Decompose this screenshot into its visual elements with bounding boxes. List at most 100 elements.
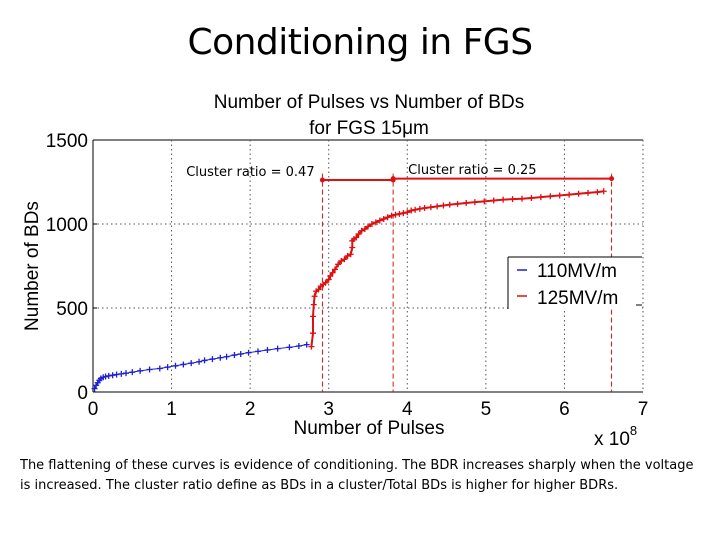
data-point (146, 366, 153, 373)
x-tick-label: 0 (88, 399, 99, 420)
data-point (404, 209, 411, 216)
data-point (412, 206, 419, 213)
data-point (274, 345, 281, 352)
data-point (201, 357, 208, 364)
x-tick-label: 3 (323, 399, 334, 420)
data-point (137, 367, 144, 374)
data-point (105, 372, 112, 379)
data-point (308, 343, 315, 350)
data-point (575, 190, 582, 197)
legend: 110MV/m 125MV/m (507, 256, 642, 309)
data-point (585, 189, 591, 196)
cluster-ratio-label: Cluster ratio = 0.25 (408, 163, 536, 178)
data-point (500, 196, 507, 203)
x-tick-label: 6 (559, 399, 570, 420)
data-point (519, 195, 525, 202)
cluster-annotations: Cluster ratio = 0.47 Cluster ratio = 0.25 (186, 163, 615, 183)
data-point (156, 365, 163, 372)
data-point (332, 266, 338, 273)
data-point (361, 226, 368, 233)
y-tick-label: 1000 (46, 215, 88, 236)
data-point (446, 201, 453, 208)
data-point (338, 257, 345, 264)
data-point (255, 348, 261, 355)
slide-title: Conditioning in FGS (187, 22, 533, 63)
data-point (109, 372, 116, 379)
data-point (217, 354, 224, 361)
data-point (471, 199, 478, 206)
x-tick-label: 1 (166, 399, 177, 420)
data-point (264, 347, 271, 353)
y-axis-label: Number of BDs (22, 201, 43, 331)
data-point (408, 207, 415, 214)
data-point (129, 369, 136, 376)
x-tick-labels: 0 1 2 3 4 5 6 7 (88, 399, 649, 420)
series-110mvm (91, 341, 310, 392)
data-point (547, 193, 554, 200)
data-point (400, 210, 407, 217)
data-point (196, 358, 203, 365)
legend-box (508, 257, 642, 309)
y-tick-label: 500 (56, 299, 88, 320)
data-point (463, 200, 470, 206)
data-point (372, 219, 379, 226)
data-point (427, 204, 434, 211)
x-tick-label: 5 (481, 399, 492, 420)
data-point (237, 351, 244, 358)
y-tick-label: 0 (77, 383, 88, 404)
cluster-span-start (390, 176, 396, 182)
data-point (416, 205, 423, 212)
data-point (113, 371, 120, 378)
series-125mvm (308, 188, 607, 350)
data-point (349, 244, 356, 251)
data-point (310, 301, 317, 308)
data-point (358, 227, 365, 234)
data-point (102, 373, 109, 380)
cluster-span-end (609, 176, 615, 182)
data-point (286, 344, 293, 351)
data-point (188, 360, 195, 367)
data-point (315, 286, 322, 293)
data-point (365, 223, 371, 230)
data-point (310, 313, 316, 320)
data-point (388, 212, 395, 219)
data-point (295, 342, 302, 349)
data-point (594, 189, 601, 196)
x-tick-label: 4 (402, 399, 413, 420)
data-point (245, 349, 252, 356)
data-point (223, 353, 230, 360)
data-point (368, 221, 375, 227)
y-tick-labels: 0 500 1000 1500 (46, 131, 97, 404)
data-point (384, 214, 391, 221)
data-point (434, 203, 441, 210)
cluster-boundary-lines (321, 173, 613, 392)
data-point (311, 293, 318, 300)
data-point (376, 217, 383, 224)
data-point (600, 188, 607, 195)
chart-title-line1: Number of Pulses vs Number of BDs (214, 92, 524, 113)
data-point (231, 352, 238, 359)
data-point (509, 196, 516, 203)
data-point (355, 231, 362, 238)
data-point (172, 362, 179, 369)
data-point (327, 273, 334, 280)
y-tick-label: 1500 (46, 131, 88, 152)
data-point (118, 370, 125, 377)
data-point (325, 276, 332, 283)
data-point (537, 194, 544, 201)
cluster-ratio-label: Cluster ratio = 0.47 (186, 165, 314, 180)
chart-title-line2: for FGS 15μm (309, 118, 429, 139)
x-multiplier: x 108 (594, 423, 637, 450)
slide-caption: The flattening of these curves is eviden… (20, 458, 694, 493)
data-point (123, 370, 129, 377)
data-point (421, 205, 428, 212)
data-point (353, 234, 360, 241)
cluster-span-start (319, 177, 325, 183)
legend-label-125: 125MV/m (537, 288, 618, 309)
data-point (341, 256, 348, 263)
data-point (481, 198, 488, 205)
data-point (322, 279, 329, 286)
data-point (566, 191, 573, 198)
series-trace (94, 344, 307, 389)
data-point (209, 356, 216, 363)
